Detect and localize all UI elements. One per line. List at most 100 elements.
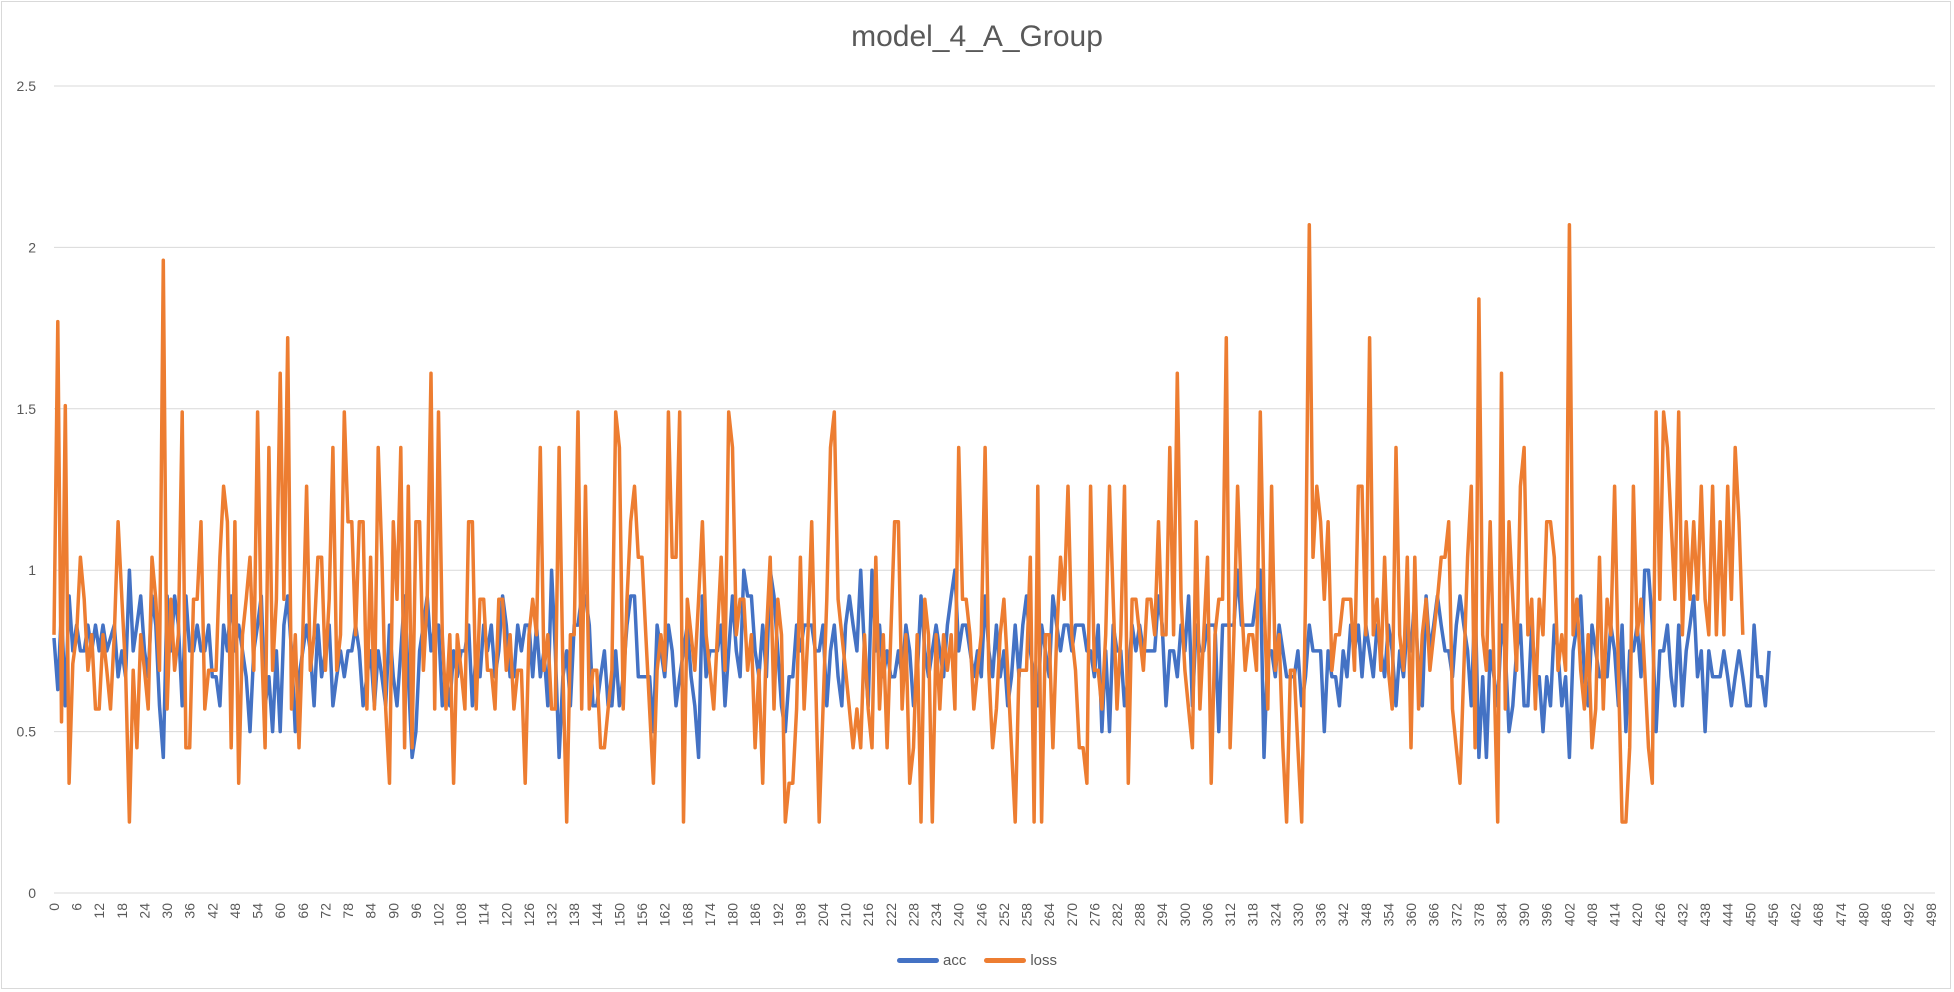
x-tick-label: 120 bbox=[498, 903, 514, 927]
x-tick-label: 468 bbox=[1810, 903, 1826, 927]
x-tick-label: 168 bbox=[679, 903, 695, 927]
x-tick-label: 132 bbox=[544, 903, 560, 927]
series-lines bbox=[52, 223, 1771, 824]
x-tick-label: 174 bbox=[702, 903, 718, 927]
x-tick-label: 318 bbox=[1245, 903, 1261, 927]
x-tick-label: 126 bbox=[521, 903, 537, 927]
x-tick-label: 390 bbox=[1516, 903, 1532, 927]
x-tick-label: 438 bbox=[1697, 903, 1713, 927]
x-tick-label: 354 bbox=[1380, 903, 1396, 927]
y-tick-label: 1 bbox=[28, 562, 36, 578]
x-tick-label: 342 bbox=[1335, 903, 1351, 927]
x-tick-label: 216 bbox=[860, 903, 876, 927]
x-tick-label: 162 bbox=[657, 903, 673, 927]
x-tick-label: 480 bbox=[1855, 903, 1871, 927]
x-tick-label: 408 bbox=[1584, 903, 1600, 927]
x-tick-label: 498 bbox=[1923, 903, 1939, 927]
x-tick-label: 420 bbox=[1629, 903, 1645, 927]
legend-item-loss: loss bbox=[984, 952, 1057, 969]
x-tick-label: 312 bbox=[1222, 903, 1238, 927]
x-axis-ticks: 0 6 12 18 24 30 36 42 48 54 60 66 72 78 84 90 96 102 108 11… bbox=[46, 903, 1939, 927]
x-tick-label: 240 bbox=[951, 903, 967, 927]
x-tick-label: 288 bbox=[1132, 903, 1148, 927]
x-tick-label: 60 bbox=[272, 903, 288, 919]
x-tick-label: 258 bbox=[1019, 903, 1035, 927]
x-tick-label: 348 bbox=[1358, 903, 1374, 927]
x-tick-label: 36 bbox=[182, 903, 198, 919]
x-tick-label: 12 bbox=[91, 903, 107, 919]
x-tick-label: 252 bbox=[996, 903, 1012, 927]
x-tick-label: 414 bbox=[1607, 903, 1623, 927]
x-tick-label: 84 bbox=[363, 903, 379, 919]
x-tick-label: 114 bbox=[476, 903, 492, 926]
x-tick-label: 330 bbox=[1290, 903, 1306, 927]
legend-swatch-acc bbox=[896, 958, 939, 963]
x-tick-label: 18 bbox=[114, 903, 130, 919]
x-tick-label: 450 bbox=[1742, 903, 1758, 927]
x-tick-label: 222 bbox=[883, 903, 899, 927]
x-tick-label: 360 bbox=[1403, 903, 1419, 927]
x-tick-label: 276 bbox=[1086, 903, 1102, 927]
x-tick-label: 294 bbox=[1154, 903, 1170, 927]
x-tick-label: 72 bbox=[317, 903, 333, 919]
x-tick-label: 156 bbox=[634, 903, 650, 927]
x-tick-label: 180 bbox=[725, 903, 741, 927]
x-tick-label: 366 bbox=[1426, 903, 1442, 927]
chart-title: model_4_A_Group bbox=[851, 20, 1103, 53]
x-tick-label: 138 bbox=[566, 903, 582, 927]
x-tick-label: 246 bbox=[973, 903, 989, 927]
x-tick-label: 300 bbox=[1177, 903, 1193, 927]
x-tick-label: 108 bbox=[453, 903, 469, 927]
x-tick-label: 402 bbox=[1561, 903, 1577, 927]
x-tick-label: 456 bbox=[1765, 903, 1781, 927]
x-tick-label: 24 bbox=[136, 903, 152, 919]
x-tick-label: 144 bbox=[589, 903, 605, 927]
x-tick-label: 198 bbox=[792, 903, 808, 927]
x-tick-label: 444 bbox=[1720, 903, 1736, 927]
x-tick-label: 66 bbox=[295, 903, 311, 919]
x-tick-label: 486 bbox=[1878, 903, 1894, 927]
legend-item-acc: acc bbox=[896, 952, 967, 969]
x-tick-label: 234 bbox=[928, 903, 944, 927]
x-tick-label: 462 bbox=[1788, 903, 1804, 927]
legend-label-loss: loss bbox=[1030, 952, 1058, 969]
x-tick-label: 270 bbox=[1064, 903, 1080, 927]
x-tick-label: 150 bbox=[611, 903, 627, 927]
x-tick-label: 102 bbox=[430, 903, 446, 927]
legend-swatch-loss bbox=[984, 958, 1027, 963]
x-tick-label: 264 bbox=[1041, 903, 1057, 927]
x-tick-label: 306 bbox=[1199, 903, 1215, 927]
legend-label-acc: acc bbox=[942, 952, 967, 969]
x-tick-label: 192 bbox=[770, 903, 786, 927]
x-tick-label: 48 bbox=[227, 903, 243, 919]
x-tick-label: 6 bbox=[69, 903, 85, 911]
x-tick-label: 474 bbox=[1833, 903, 1849, 927]
y-tick-label: 2 bbox=[28, 239, 36, 255]
x-tick-label: 396 bbox=[1539, 903, 1555, 927]
x-tick-label: 492 bbox=[1901, 903, 1917, 927]
x-tick-label: 78 bbox=[340, 903, 356, 919]
x-tick-label: 30 bbox=[159, 903, 175, 919]
x-tick-label: 228 bbox=[905, 903, 921, 927]
x-tick-label: 282 bbox=[1109, 903, 1125, 927]
x-tick-label: 372 bbox=[1448, 903, 1464, 927]
y-tick-label: 2.5 bbox=[17, 78, 37, 94]
x-tick-label: 384 bbox=[1494, 903, 1510, 927]
x-tick-label: 426 bbox=[1652, 903, 1668, 927]
x-tick-label: 378 bbox=[1471, 903, 1487, 927]
x-tick-label: 336 bbox=[1313, 903, 1329, 927]
x-tick-label: 186 bbox=[747, 903, 763, 927]
x-tick-label: 54 bbox=[250, 903, 266, 919]
y-tick-label: 0 bbox=[28, 885, 36, 901]
y-axis-ticks: 0 0.5 1 1.5 2 2.5 bbox=[17, 78, 37, 901]
x-tick-label: 210 bbox=[838, 903, 854, 927]
x-tick-label: 42 bbox=[204, 903, 220, 919]
y-tick-label: 1.5 bbox=[17, 401, 37, 417]
x-tick-label: 90 bbox=[385, 903, 401, 919]
x-tick-label: 96 bbox=[408, 903, 424, 919]
x-tick-label: 0 bbox=[46, 903, 62, 911]
y-tick-label: 0.5 bbox=[17, 724, 37, 740]
x-tick-label: 324 bbox=[1267, 903, 1283, 927]
